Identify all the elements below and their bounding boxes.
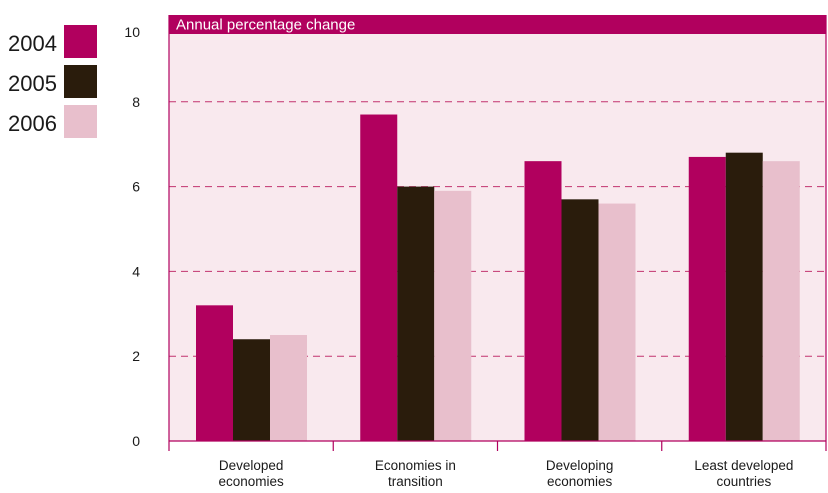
bar-2006-1 [434,191,471,441]
legend-swatch-2006 [64,105,97,138]
bar-2005-1 [397,187,434,441]
legend-label-2006: 2006 [8,111,57,136]
bar-2004-1 [360,115,397,441]
y-tick-label: 8 [132,94,140,110]
bar-2005-2 [562,199,599,441]
y-tick-label: 10 [124,24,140,40]
category-label: Developing [546,458,614,473]
legend-label-2005: 2005 [8,71,57,96]
y-tick-labels: 0 2 4 6 8 10 [124,24,140,449]
bar-2004-2 [525,161,562,441]
bar-2006-2 [599,204,636,441]
bar-2006-3 [763,161,800,441]
category-label: Developed [219,458,284,473]
chart-title: Annual percentage change [176,17,355,34]
legend: 2004 2005 2006 [8,25,97,138]
category-label: Least developed [694,458,793,473]
bar-2004-0 [196,305,233,441]
category-label: countries [716,474,771,489]
bar-2004-3 [689,157,726,441]
category-label: economies [547,474,613,489]
legend-label-2004: 2004 [8,31,57,56]
y-tick-label: 2 [132,348,140,364]
legend-swatch-2004 [64,25,97,58]
category-label: transition [388,474,443,489]
y-tick-label: 6 [132,179,140,195]
bar-2005-3 [726,153,763,441]
y-tick-label: 0 [132,433,140,449]
y-tick-label: 4 [132,263,140,279]
category-label: Economies in [375,458,456,473]
legend-swatch-2005 [64,65,97,98]
bar-2006-0 [270,335,307,441]
bar-2005-0 [233,339,270,441]
category-label: economies [218,474,284,489]
